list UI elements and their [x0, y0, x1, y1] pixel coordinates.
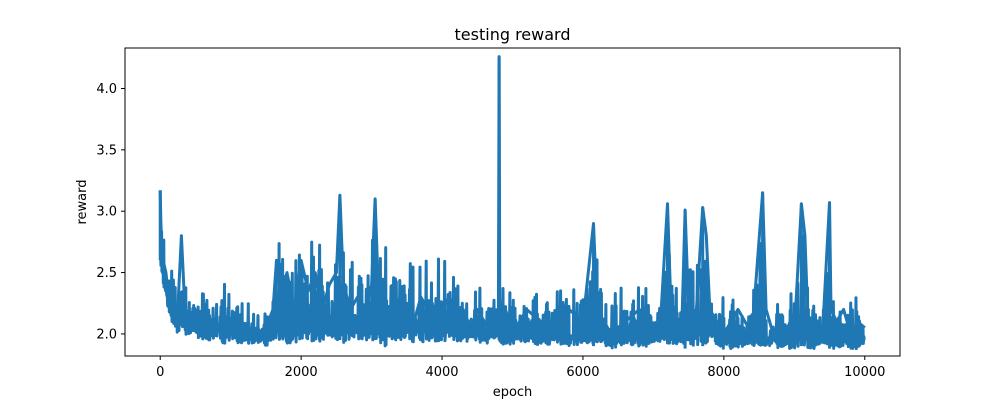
plot-area: [158, 55, 866, 351]
series-noise-band: [158, 205, 866, 351]
x-tick-label: 10000: [844, 365, 885, 380]
y-tick-label: 3.0: [96, 205, 117, 220]
x-tick-label: 6000: [566, 365, 599, 380]
x-tick-label: 0: [156, 365, 164, 380]
y-axis-label: reward: [75, 179, 90, 224]
series-line: [158, 55, 866, 336]
y-tick-label: 2.5: [96, 266, 117, 281]
x-axis-label: epoch: [493, 385, 533, 400]
axes-frame: [124, 47, 901, 357]
x-tick-label: 8000: [707, 365, 740, 380]
y-tick-label: 4.0: [96, 82, 117, 97]
y-tick-label: 2.0: [96, 327, 117, 342]
y-axis: 2.0 2.5 3.0 3.5 4.0: [96, 82, 125, 342]
x-tick-label: 2000: [285, 365, 318, 380]
chart-title: testing reward: [455, 25, 571, 44]
y-tick-label: 3.5: [96, 143, 117, 158]
x-tick-label: 4000: [425, 365, 458, 380]
x-axis: 0 2000 4000 6000 8000 10000: [156, 356, 885, 380]
